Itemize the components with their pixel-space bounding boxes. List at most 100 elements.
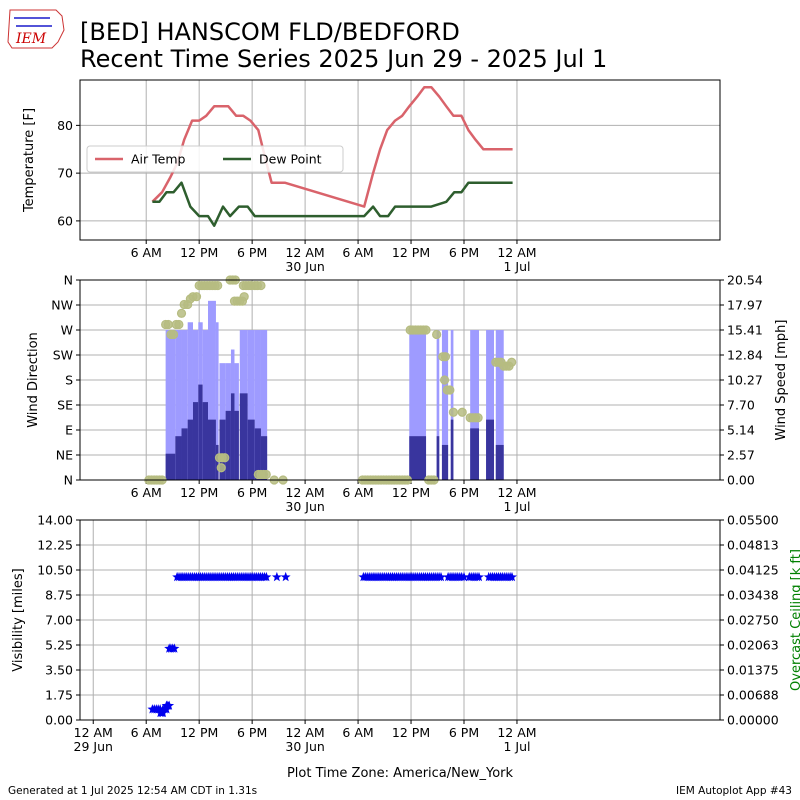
speed-bar [234, 410, 239, 480]
x-tick-label: 6 AM [342, 485, 373, 500]
direction-point [439, 375, 450, 385]
speed-bar [175, 436, 182, 480]
x-tick-label: 12 AM [285, 245, 324, 260]
y-tick-label: 12.25 [37, 538, 73, 553]
y2-tick-label: 10.27 [727, 373, 763, 388]
y2-tick-label: 0.04813 [727, 538, 779, 553]
direction-point [220, 453, 230, 463]
gust-bar [486, 330, 495, 480]
x-tick-label: 6 AM [342, 725, 373, 740]
y2-tick-label: 12.84 [727, 348, 763, 363]
gust-bar [470, 330, 480, 480]
x-tick-label: 12 AM [497, 725, 536, 740]
legend-label: Dew Point [259, 152, 322, 167]
y-axis-label: Wind Direction [26, 332, 41, 428]
direction-point [216, 463, 226, 473]
speed-bar [208, 419, 216, 480]
plot-frame [79, 79, 721, 241]
gust-bar [187, 322, 193, 480]
y-tick-label: N [64, 273, 73, 288]
speed-bar [198, 384, 203, 480]
title-line-1: [BED] HANSCOM FLD/BEDFORD [80, 18, 460, 46]
gust-bar [260, 330, 268, 480]
x-tick-sublabel: 30 Jun [285, 499, 324, 514]
y2-tick-label: 2.57 [727, 448, 755, 463]
y-tick-label: 0.00 [45, 713, 73, 728]
y-tick-label: W [61, 323, 73, 338]
y2-tick-label: 7.70 [727, 398, 755, 413]
y-tick-label: 14.00 [37, 513, 73, 528]
y-tick-label: 70 [57, 166, 73, 181]
visibility-point [271, 571, 282, 582]
direction-point [213, 280, 223, 291]
direction-point [191, 292, 202, 302]
generated-note: Generated at 1 Jul 2025 12:54 AM CDT in … [8, 785, 257, 797]
speed-bar [450, 419, 454, 480]
x-tick-sublabel: 30 Jun [285, 739, 324, 754]
legend: Air Temp Dew Point [86, 145, 344, 173]
y-tick-label: 8.75 [45, 588, 73, 603]
y2-tick-label: 15.41 [727, 323, 763, 338]
x-tick-label: 12 PM [392, 725, 430, 740]
x-tick-label: 6 PM [449, 725, 479, 740]
x-tick-sublabel: 30 Jun [285, 259, 324, 274]
x-tick-sublabel: 29 Jun [74, 739, 113, 754]
y2-tick-label: 0.02750 [727, 613, 779, 628]
y2-tick-label: 0.01375 [727, 663, 779, 678]
legend-label: Air Temp [131, 152, 186, 167]
direction-point [168, 329, 179, 340]
y-axis-label: Temperature [F] [22, 108, 37, 213]
speed-bar [225, 410, 231, 480]
y2-axis-label: Overcast Ceiling [k ft] [789, 549, 800, 691]
gust-bar [175, 330, 182, 480]
visibility-point [280, 571, 291, 582]
visibility-point [261, 571, 272, 582]
direction-point [176, 308, 187, 318]
speed-bar [254, 428, 261, 480]
direction-point [457, 407, 467, 417]
series-line-dew-point [152, 181, 513, 227]
y-axis-label: Visibility [miles] [11, 568, 26, 671]
y-tick-label: N [64, 473, 73, 488]
app-note: IEM Autoplot App #43 [676, 785, 792, 797]
visibility-point [169, 643, 180, 653]
visibility-point [436, 571, 446, 582]
iem-logo: IEM [7, 9, 65, 49]
speed-bar [230, 393, 235, 480]
y2-tick-label: 0.00 [727, 473, 755, 488]
gust-bar [436, 330, 440, 480]
visibility-point [459, 571, 469, 582]
x-tick-label: 12 PM [180, 485, 218, 500]
x-tick-label: 6 PM [237, 245, 267, 260]
y-tick-label: 7.00 [45, 613, 73, 628]
direction-point [507, 357, 517, 367]
plot-frame [79, 519, 721, 721]
y2-tick-label: 5.14 [727, 423, 755, 438]
y-tick-label: 1.75 [45, 688, 73, 703]
direction-point [261, 469, 271, 480]
speed-bar [436, 436, 440, 480]
speed-bar [441, 444, 449, 480]
direction-point [473, 413, 483, 423]
y2-tick-label: 0.05500 [727, 513, 779, 528]
x-tick-label: 12 AM [285, 485, 324, 500]
y-tick-label: 3.50 [45, 663, 73, 678]
y-tick-label: E [65, 423, 73, 438]
direction-point [239, 292, 249, 302]
y2-tick-label: 0.04125 [727, 563, 779, 578]
x-tick-label: 6 PM [237, 485, 267, 500]
speed-bar [409, 436, 427, 480]
x-tick-label: 12 PM [392, 485, 430, 500]
speed-bar [219, 419, 226, 480]
x-tick-sublabel: 1 Jul [503, 499, 530, 514]
x-tick-sublabel: 1 Jul [503, 739, 530, 754]
y-tick-label: NE [56, 448, 73, 463]
gust-bar [181, 330, 188, 480]
iowa-outline-icon [7, 9, 65, 49]
visibility-point [164, 700, 175, 710]
speed-bar [202, 402, 208, 480]
speed-bar [187, 419, 193, 480]
x-tick-label: 12 AM [497, 245, 536, 260]
